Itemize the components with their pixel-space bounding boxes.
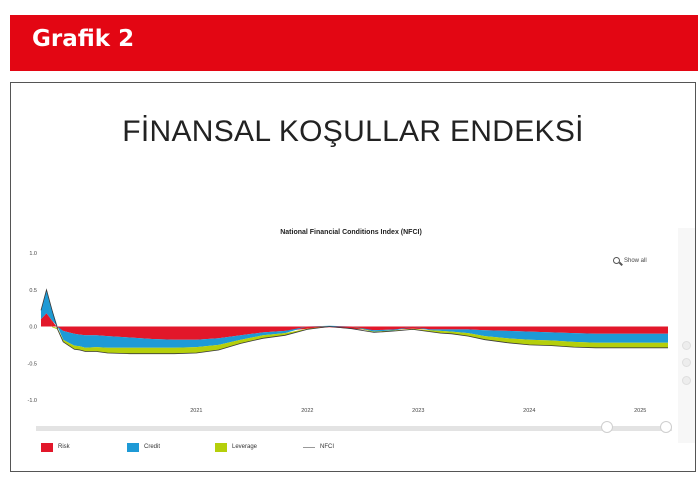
- area-leverage: [41, 289, 668, 354]
- legend-label-nfci: NFCI: [320, 444, 334, 450]
- y-tick-label: 0.0: [29, 325, 37, 331]
- y-tick-label: 1.0: [29, 251, 37, 257]
- nfci-line: [40, 288, 668, 355]
- y-tick-label: -1.0: [28, 398, 37, 404]
- area-credit: [41, 289, 668, 348]
- range-handle-left[interactable]: [601, 421, 613, 433]
- figure-title: FİNANSAL KOŞULLAR ENDEKSİ: [122, 115, 584, 148]
- x-tick-label: 2024: [523, 408, 535, 414]
- range-scrollbar[interactable]: [36, 426, 672, 431]
- range-handle-right[interactable]: [660, 421, 672, 433]
- chart-title: National Financial Conditions Index (NFC…: [280, 229, 422, 236]
- x-tick-label: 2025: [634, 408, 646, 414]
- legend-swatch-leverage: [215, 443, 227, 452]
- header-title: Grafik 2: [32, 26, 135, 52]
- nfci-chart: 1.0 0.5 0.0 -0.5 -1.0 2021 2022 2023 2024 2025: [28, 251, 668, 414]
- side-control-bottom[interactable]: [682, 376, 691, 385]
- y-tick-label: -0.5: [28, 361, 37, 367]
- x-tick-label: 2022: [301, 408, 313, 414]
- figure-frame: FİNANSAL KOŞULLAR ENDEKSİ National Finan…: [10, 82, 696, 472]
- legend-swatch-credit: [127, 443, 139, 452]
- x-tick-label: 2021: [190, 408, 202, 414]
- show-all-link[interactable]: Show all: [624, 258, 647, 264]
- header-band: Grafik 2: [10, 15, 698, 71]
- side-panel: [678, 228, 695, 443]
- side-control-middle[interactable]: [682, 358, 691, 367]
- side-control-top[interactable]: [682, 341, 691, 350]
- magnifier-icon[interactable]: [613, 257, 620, 264]
- y-tick-label: 0.5: [29, 288, 37, 294]
- legend-swatch-risk: [41, 443, 53, 452]
- area-risk: [41, 313, 668, 340]
- legend-line-nfci: [303, 447, 315, 448]
- legend-label-risk: Risk: [58, 444, 70, 450]
- legend-label-credit: Credit: [144, 444, 161, 450]
- legend-label-leverage: Leverage: [232, 444, 258, 450]
- x-tick-label: 2023: [412, 408, 424, 414]
